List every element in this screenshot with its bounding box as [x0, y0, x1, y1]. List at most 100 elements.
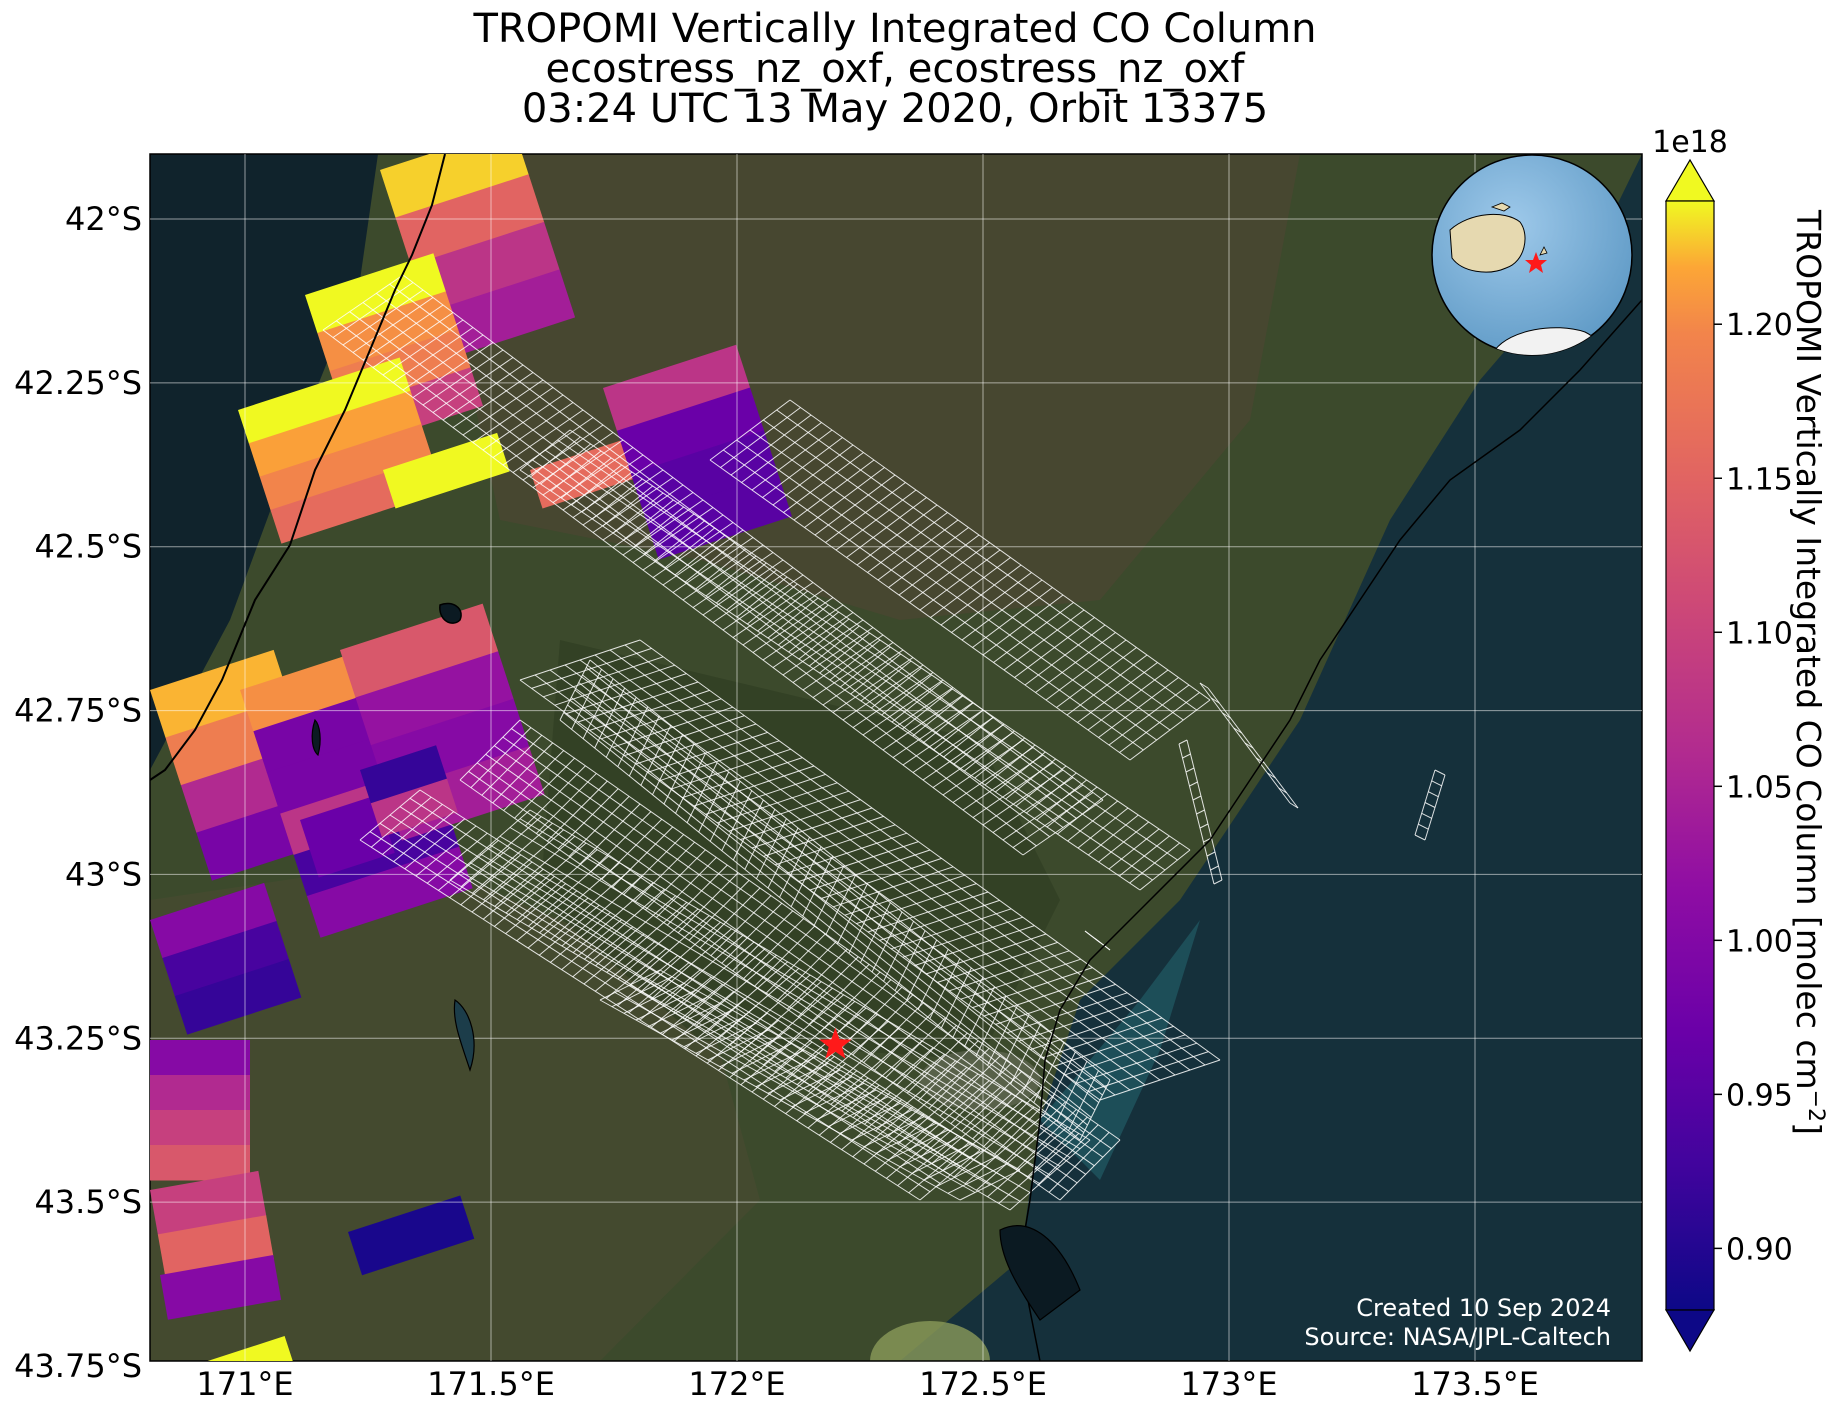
new-zealand-shape — [1539, 246, 1548, 256]
co-pixel — [162, 920, 290, 997]
mesh-line — [574, 689, 1096, 1111]
mesh-line — [557, 439, 1178, 861]
target-star-marker — [819, 1027, 852, 1059]
mountains-north — [420, 154, 1300, 620]
mesh-line — [623, 834, 684, 895]
co-pixel — [383, 432, 510, 509]
created-note: Created 10 Sep 2024 — [1356, 1294, 1611, 1322]
mesh-line — [939, 1055, 1001, 1117]
mesh-line — [459, 719, 521, 781]
mesh-line — [994, 1093, 1055, 1155]
lake-sumner — [311, 718, 321, 757]
colorbar-extend-min — [1664, 1309, 1716, 1353]
colorbar-tick-label: 1.10 — [1726, 616, 1793, 651]
lat-tick-label: 42.25°S — [14, 364, 142, 402]
lon-tick-label: 173°E — [1180, 1365, 1277, 1403]
lat-tick-label: 42.75°S — [14, 692, 142, 730]
mesh-line — [1424, 774, 1446, 841]
colorbar: 0.90 0.95 1.00 1.05 1.10 1.15 1.20 1e18 TROPOM… — [1652, 125, 1829, 1353]
mesh-line — [656, 857, 717, 918]
mesh-line — [499, 835, 1061, 1167]
mesh-line — [1278, 787, 1288, 794]
mesh-line — [599, 999, 961, 1201]
mesh-line — [1185, 767, 1195, 773]
mesh-line — [629, 984, 991, 1186]
co-pixel — [150, 649, 290, 739]
mesh-line — [1414, 769, 1436, 836]
mesh-line — [644, 977, 1006, 1178]
footprint-mesh — [519, 639, 1221, 1101]
mesh-line — [852, 994, 914, 1056]
mesh-line — [1244, 742, 1254, 749]
mesh-line — [688, 880, 750, 941]
mesh-line — [983, 1086, 1044, 1147]
basemap — [150, 154, 1642, 1361]
mesh-line — [449, 879, 1011, 1211]
co-pixel — [150, 1145, 250, 1181]
mesh-line — [1414, 834, 1426, 841]
lat-tick-label: 43.25°S — [14, 1019, 142, 1057]
mesh-line — [582, 674, 1103, 1096]
mesh-line — [570, 697, 1092, 1118]
co-pixel — [355, 651, 514, 746]
mesh-line — [1207, 687, 1299, 809]
mesh-line — [509, 827, 1071, 1158]
mesh-line — [546, 780, 608, 842]
mesh-line — [1424, 802, 1436, 808]
mesh-line — [1178, 739, 1188, 745]
mesh-line — [1431, 780, 1442, 787]
footprint-mesh — [599, 969, 1021, 1201]
colorbar-gradient — [1665, 200, 1715, 1311]
antarctica-shape — [1494, 327, 1602, 355]
mesh-line — [1199, 682, 1291, 804]
co-pixel — [360, 745, 448, 804]
mesh-line — [469, 862, 1031, 1193]
mesh-line — [776, 409, 1197, 711]
co-swath — [160, 1255, 282, 1320]
co-pixel — [150, 1075, 250, 1111]
mesh-line — [776, 941, 837, 1002]
mesh-line — [609, 649, 1191, 1071]
mesh-line — [1206, 851, 1216, 857]
colorbar-tick-label: 0.90 — [1726, 1232, 1793, 1267]
mesh-line — [1005, 1101, 1066, 1163]
coastline — [150, 154, 1642, 1361]
colorbar-tick-label: 1.05 — [1726, 770, 1793, 805]
mesh-line — [1016, 1109, 1077, 1170]
mesh-line — [666, 864, 728, 926]
mesh-line — [563, 712, 1085, 1133]
mesh-line — [1421, 812, 1432, 819]
mesh-line — [322, 329, 1024, 856]
lon-tick-label: 172.5°E — [919, 1365, 1047, 1403]
mesh-line — [928, 1048, 990, 1109]
co-swath — [360, 745, 458, 838]
mesh-line — [736, 439, 1157, 741]
mesh-line — [819, 971, 881, 1033]
lon-tick-label: 173.5°E — [1411, 1365, 1539, 1403]
lyttelton-harbour — [999, 1225, 1081, 1321]
co-swath — [300, 795, 395, 878]
mesh-line — [589, 659, 1111, 1081]
lat-tick-label: 43.75°S — [14, 1347, 142, 1385]
bay-land — [870, 1321, 990, 1361]
mesh-line — [557, 788, 619, 850]
mesh-line — [710, 895, 772, 956]
mesh-line — [961, 1070, 1023, 1132]
mesh-line — [470, 727, 532, 788]
co-pixel — [317, 291, 459, 372]
mesh-line — [743, 918, 804, 979]
mesh-line — [1059, 1139, 1121, 1201]
lat-tick-label: 42.5°S — [34, 528, 142, 566]
mesh-line — [749, 429, 1171, 731]
co-pixel — [340, 603, 499, 699]
mesh-line — [1189, 781, 1198, 787]
colorbar-exponent: 1e18 — [1652, 125, 1728, 160]
footprint-mesh — [1199, 682, 1299, 809]
mesh-line — [492, 742, 554, 804]
mesh-line — [419, 789, 981, 1151]
colorbar-extend-max — [1664, 158, 1716, 202]
mesh-line — [624, 644, 1206, 1066]
mesh-line — [1199, 823, 1209, 829]
title-line-3: 03:24 UTC 13 May 2020, Orbit 13375 — [521, 86, 1269, 132]
mesh-line — [1255, 757, 1265, 764]
